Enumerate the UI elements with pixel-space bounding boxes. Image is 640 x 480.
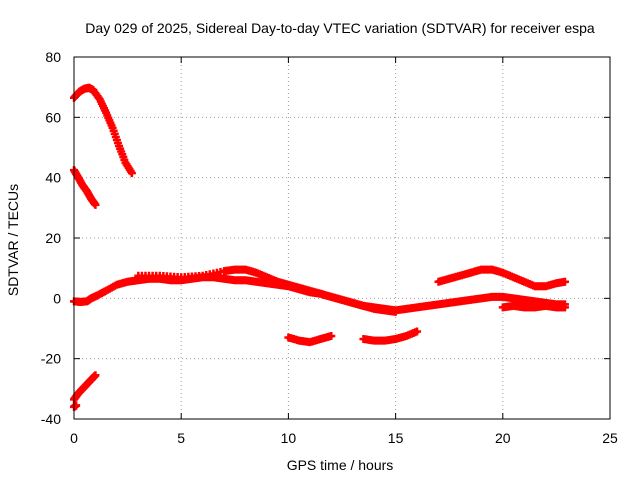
x-tick-label: 25 [602, 430, 618, 446]
data-point [91, 200, 100, 209]
y-tick-label: 40 [45, 170, 61, 186]
x-tick-label: 20 [495, 430, 511, 446]
x-axis-title: GPS time / hours [287, 457, 394, 473]
plot-frame [73, 56, 611, 420]
data-point [91, 371, 100, 380]
series-arc-8 [284, 332, 336, 347]
grid-lines [74, 57, 610, 419]
x-tick-label: 5 [177, 430, 185, 446]
data-point [560, 277, 569, 286]
y-tick-label: 60 [45, 109, 61, 125]
data-point [413, 327, 422, 336]
y-tick-label: -20 [41, 351, 61, 367]
series-arc-7 [498, 301, 569, 312]
series-arc-6 [434, 265, 569, 291]
y-tick-label: -40 [41, 411, 61, 427]
y-tick-label: 80 [45, 49, 61, 65]
y-tick-label: 0 [53, 290, 61, 306]
axis-ticks: 0 5 10 15 20 25 -40 -20 0 20 40 60 80 [41, 49, 618, 446]
series-arc-5 [134, 265, 400, 316]
x-tick-label: 0 [70, 430, 78, 446]
y-axis-title: SDTVAR / TECUs [5, 184, 21, 296]
series-arc-2 [70, 166, 100, 209]
series-arc-9 [359, 327, 422, 345]
chart-title: Day 029 of 2025, Sidereal Day-to-day VTE… [85, 20, 595, 36]
data-point [391, 307, 400, 316]
series-arc-1 [70, 83, 136, 178]
series-arc-3b [70, 401, 81, 411]
data-point [560, 303, 569, 312]
data-point [327, 332, 336, 341]
data-series [70, 83, 569, 411]
data-point [127, 169, 136, 178]
x-tick-label: 15 [388, 430, 404, 446]
y-tick-label: 20 [45, 230, 61, 246]
x-tick-label: 10 [281, 430, 297, 446]
data-point [72, 401, 81, 410]
